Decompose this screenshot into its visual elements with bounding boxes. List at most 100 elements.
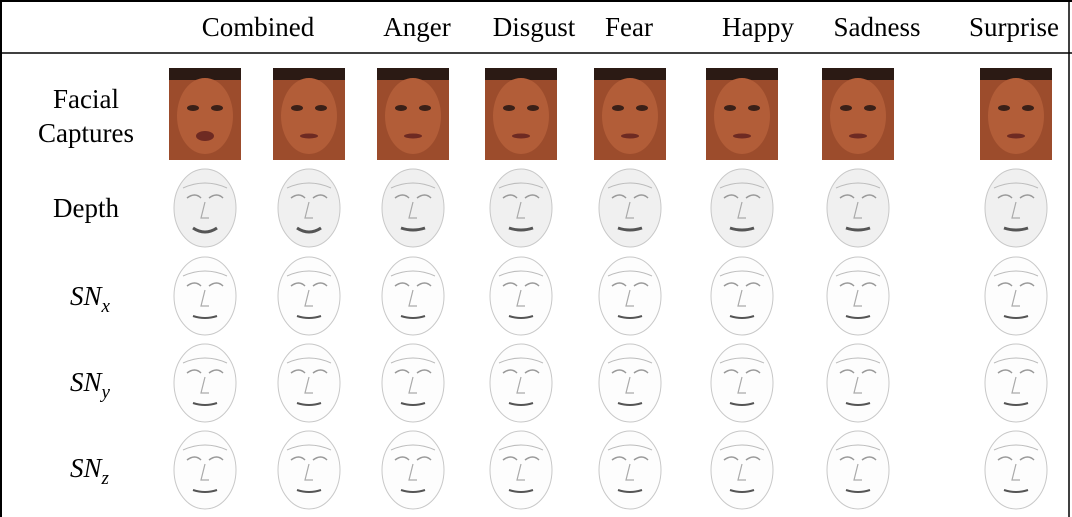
face-detail <box>853 376 862 394</box>
face-detail <box>835 182 881 189</box>
face-map <box>826 256 890 336</box>
capture-eye <box>315 105 327 111</box>
row-label: SNx <box>70 281 111 317</box>
image-grid <box>169 68 1052 510</box>
face-detail <box>498 270 544 277</box>
row-label-sub: y <box>100 382 111 403</box>
face-detail <box>390 357 436 364</box>
face-map <box>710 168 774 248</box>
column-header: Fear <box>605 12 653 42</box>
face-detail <box>296 402 322 406</box>
face-detail <box>1003 315 1029 319</box>
face-detail <box>719 357 765 364</box>
face-map <box>489 256 553 336</box>
face-detail <box>839 282 877 287</box>
face-map <box>381 430 445 510</box>
face-map <box>489 168 553 248</box>
face-detail <box>508 402 534 406</box>
face-detail <box>516 289 525 307</box>
face-detail <box>845 226 871 232</box>
row-label: Facial <box>53 84 119 114</box>
face-detail <box>607 182 653 189</box>
column-header: Anger <box>383 12 450 42</box>
face-detail <box>839 369 877 374</box>
face-detail <box>186 369 224 374</box>
face-detail <box>737 463 746 481</box>
face-detail <box>611 369 649 374</box>
face-map <box>489 343 553 423</box>
face-map <box>984 430 1048 510</box>
face-map <box>826 343 890 423</box>
face-detail <box>625 463 634 481</box>
face-map <box>710 343 774 423</box>
capture-mouth <box>404 133 422 139</box>
face-detail <box>845 402 871 406</box>
face-detail <box>1011 201 1020 219</box>
face-detail <box>719 182 765 189</box>
face-detail <box>737 376 746 394</box>
face-detail <box>729 402 755 406</box>
face-map <box>598 343 662 423</box>
face-detail <box>286 182 332 189</box>
capture-face <box>493 78 549 154</box>
face-detail <box>1003 489 1029 493</box>
capture-hair <box>377 68 449 80</box>
capture-eye <box>395 105 407 111</box>
capture-eye <box>503 105 515 111</box>
face-detail <box>394 282 432 287</box>
capture-mouth <box>300 133 318 139</box>
face-detail <box>607 270 653 277</box>
face-detail <box>290 194 328 199</box>
face-detail <box>508 315 534 319</box>
face-detail <box>390 270 436 277</box>
column-header: Sadness <box>834 12 921 42</box>
face-detail <box>182 270 228 277</box>
capture-eye <box>187 105 199 111</box>
capture-eye <box>1022 105 1034 111</box>
face-detail <box>182 444 228 451</box>
capture-eye <box>527 105 539 111</box>
face-detail <box>192 226 218 234</box>
face-detail <box>408 201 417 219</box>
face-detail <box>390 444 436 451</box>
face-map <box>710 256 774 336</box>
face-detail <box>997 194 1035 199</box>
face-detail <box>296 226 322 234</box>
face-detail <box>508 226 534 232</box>
row-label: SNy <box>70 367 111 403</box>
capture-eye <box>419 105 431 111</box>
face-detail <box>400 489 426 493</box>
face-map <box>598 168 662 248</box>
face-detail <box>723 369 761 374</box>
face-detail <box>729 315 755 319</box>
face-detail <box>304 376 313 394</box>
face-detail <box>997 456 1035 461</box>
face-detail <box>498 357 544 364</box>
capture-face <box>830 78 886 154</box>
face-detail <box>835 444 881 451</box>
capture-mouth <box>512 133 530 139</box>
face-map <box>984 168 1048 248</box>
face-map <box>277 168 341 248</box>
face-detail <box>390 182 436 189</box>
capture-eye <box>724 105 736 111</box>
face-detail <box>400 315 426 319</box>
face-map <box>277 256 341 336</box>
face-detail <box>993 182 1039 189</box>
face-detail <box>400 226 426 232</box>
face-detail <box>186 282 224 287</box>
face-detail <box>607 444 653 451</box>
face-detail <box>737 289 746 307</box>
column-header: Disgust <box>493 12 576 42</box>
face-detail <box>839 456 877 461</box>
face-detail <box>290 282 328 287</box>
row-label-sub: z <box>101 468 110 489</box>
capture-eye <box>864 105 876 111</box>
face-map <box>710 430 774 510</box>
face-detail <box>853 463 862 481</box>
face-detail <box>200 463 209 481</box>
face-detail <box>502 282 540 287</box>
capture-mouth <box>849 133 867 139</box>
face-detail <box>516 463 525 481</box>
face-detail <box>719 444 765 451</box>
